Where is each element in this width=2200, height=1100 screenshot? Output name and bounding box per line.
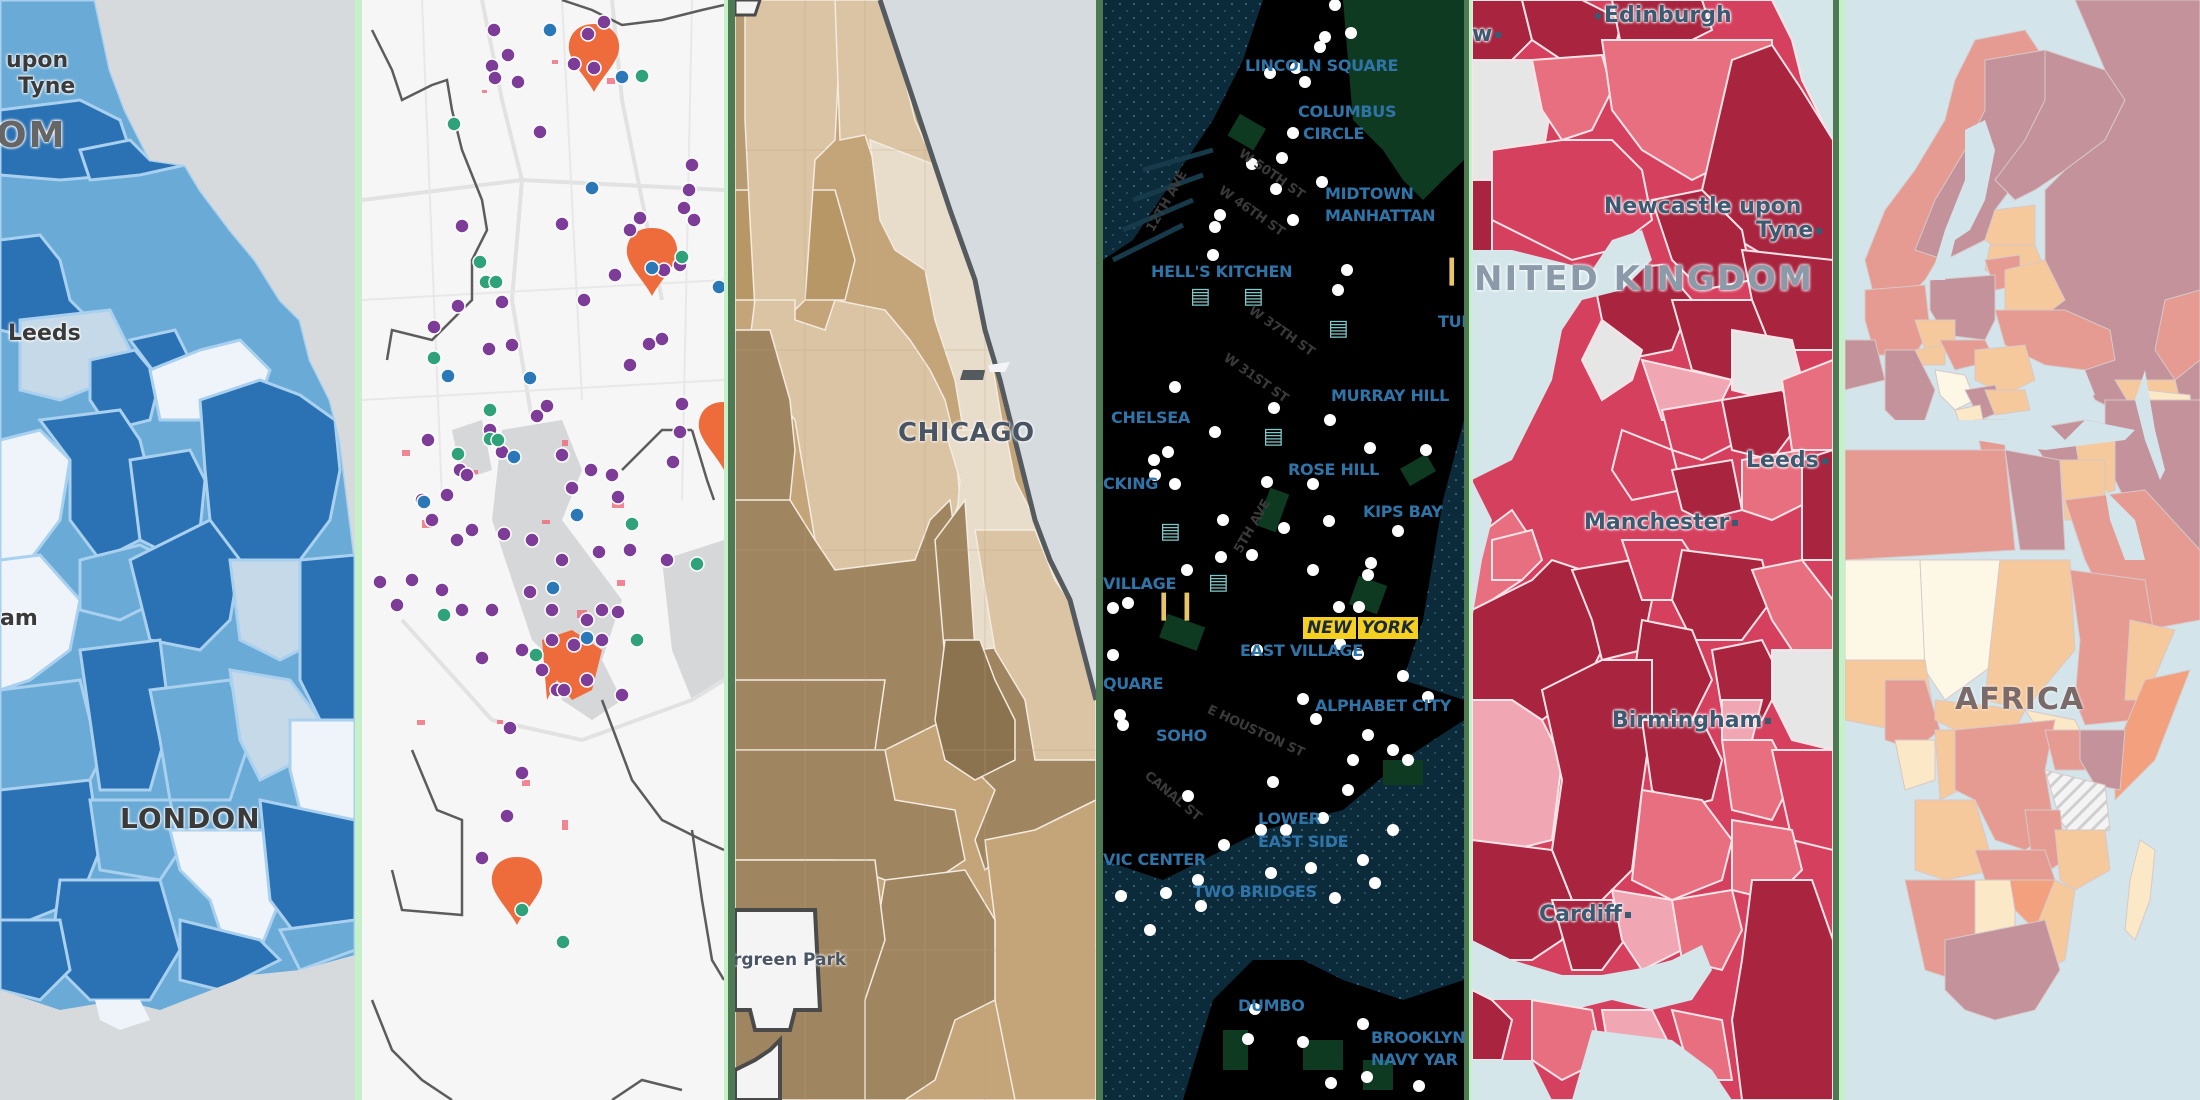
label-text: Leeds [1746,448,1819,473]
burger-icon[interactable]: ▤ [1160,519,1181,544]
label-flatiron-fragment: CKING [1103,474,1159,493]
label-manchester: Manchester [1584,510,1739,535]
label-midtown-2: MANHATTAN [1325,206,1436,225]
uk-blue-choropleth [0,0,355,1100]
label-chelsea: CHELSEA [1111,408,1190,427]
label-lower-east-side-1: LOWER [1258,809,1321,828]
uk-red-choropleth [1472,0,1833,1100]
label-africa: AFRICA [1955,682,2085,717]
map-panel-uk-blue[interactable]: upon Tyne OM Leeds am LONDON [0,0,355,1100]
label-two-bridges: TWO BRIDGES [1193,882,1317,901]
label-lower-east-side-2: EAST SIDE [1258,832,1349,851]
label-brooklyn-navy-yard-2: NAVY YAR [1371,1050,1458,1069]
label-text: Manchester [1584,510,1730,535]
label-brooklyn-navy-yard-1: BROOKLYN [1371,1028,1464,1047]
label-text: Tyne [1756,218,1814,243]
label-leeds: Leeds [8,321,81,346]
label-newcastle-line2: Tyne [1756,218,1823,243]
label-hells-kitchen: HELL'S KITCHEN [1151,262,1293,281]
label-alphabet-city: ALPHABET CITY [1315,696,1451,715]
panel-divider [1464,0,1472,1100]
label-midtown-1: MIDTOWN [1325,184,1414,203]
panel-divider [724,0,735,1100]
panel-divider [355,0,362,1100]
map-panel-points[interactable] [362,0,724,1100]
label-columbus-circle-1: COLUMBUS [1298,102,1397,121]
label-east-village: EAST VILLAGE [1240,641,1363,660]
label-text: Cardiff [1539,902,1622,927]
label-london: LONDON [120,802,261,835]
label-leeds: Leeds [1746,450,1828,472]
label-village-fragment: VILLAGE [1103,574,1177,593]
point-markers-layer[interactable] [362,0,724,1100]
city-marker-icon [1765,718,1772,724]
label-chicago: CHICAGO [898,418,1035,448]
label-country: NITED KINGDOM [1474,259,1814,299]
city-marker-icon [1732,520,1739,526]
city-badge-word: YORK [1357,617,1419,639]
label-civic-center-fragment: VIC CENTER [1103,850,1206,869]
label-turtle-bay-fragment: TUR [1438,312,1464,331]
burger-icon[interactable]: ▤ [1190,284,1211,309]
fork-knife-icon[interactable]: ❙❙ [1152,588,1199,621]
label-birmingham: Birmingham [1612,708,1772,733]
label-text: Edinburgh [1604,3,1732,28]
map-panel-chicago[interactable]: CHICAGO rgreen Park [735,0,1096,1100]
burger-icon[interactable]: ▤ [1208,570,1229,595]
label-dumbo: DUMBO [1238,996,1305,1015]
world-choropleth [1845,0,2200,1021]
panel-divider [1096,0,1103,1100]
city-marker-icon [1816,228,1823,234]
label-text: w [1472,22,1493,47]
new-york-basemap [1103,0,1464,1100]
city-badge-new-york: NEW YORK [1303,617,1419,639]
burger-icon[interactable]: ▤ [1263,424,1284,449]
burger-icon[interactable]: ▤ [1243,284,1264,309]
label-square-fragment: QUARE [1103,674,1164,693]
label-birmingham-fragment: am [0,606,38,631]
label-soho: SOHO [1156,726,1207,745]
label-glasgow-fragment: w [1472,22,1502,47]
label-lincoln-square: LINCOLN SQUARE [1245,56,1399,75]
city-marker-icon [1821,458,1828,464]
chicago-choropleth [735,0,1096,1100]
label-evergreen-park: rgreen Park [735,950,847,970]
city-marker-icon [1624,912,1631,918]
map-panel-uk-red[interactable]: Edinburgh w Newcastle upon Tyne NITED KI… [1472,0,1833,1100]
label-text: Birmingham [1612,708,1763,733]
label-columbus-circle-2: CIRCLE [1303,124,1365,143]
label-cardiff: Cardiff [1539,904,1631,926]
label-murray-hill: MURRAY HILL [1331,386,1449,405]
label-edinburgh: Edinburgh [1595,5,1732,27]
label-rose-hill: ROSE HILL [1288,460,1379,479]
fork-knife-icon[interactable]: ❙❙ [1440,253,1464,286]
map-panel-europe-africa[interactable]: AFRICA [1845,0,2200,1100]
burger-icon[interactable]: ▤ [1328,316,1349,341]
label-newcastle-line1: upon [6,48,69,73]
label-newcastle-line2: Tyne [18,74,76,99]
city-badge-word: NEW [1303,617,1356,639]
label-kips-bay: KIPS BAY [1363,502,1443,521]
label-newcastle-line1: Newcastle upon [1604,194,1802,219]
venue-points-layer[interactable] [1103,0,1464,1100]
label-country-fragment: OM [0,115,67,156]
panel-divider [1833,0,1845,1100]
city-marker-icon [1595,13,1601,19]
map-panel-new-york[interactable]: ▤ ▤ ▤ ▤ ▤ ▤ ❙❙ ❙❙ LINCOLN SQUARE COLUMBU… [1103,0,1464,1100]
city-marker-icon [1495,32,1502,38]
